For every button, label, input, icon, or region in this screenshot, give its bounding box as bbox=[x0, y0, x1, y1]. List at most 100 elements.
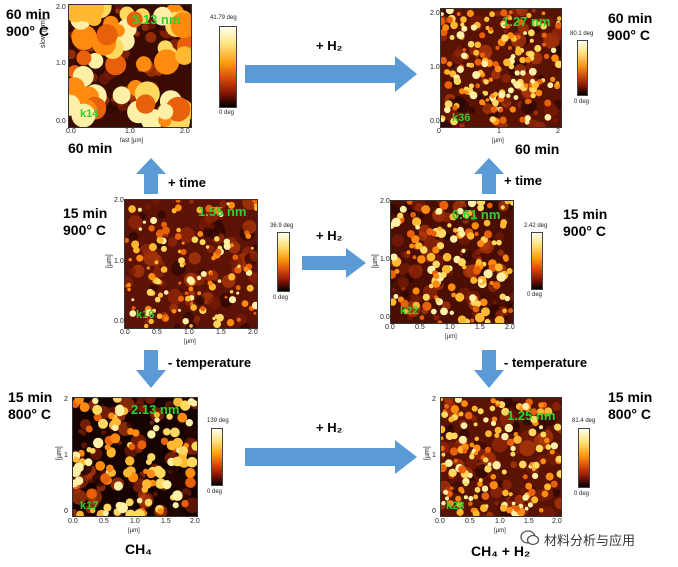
k28-ytick: 1 bbox=[432, 452, 436, 459]
arrow-time-left-label: + time bbox=[168, 175, 206, 190]
k28-gas-label: CH₄ + H₂ bbox=[471, 543, 531, 559]
arrow-top-label: + H₂ bbox=[316, 38, 343, 53]
k28-temp-label: 800° C bbox=[608, 406, 651, 422]
k22-height-label: 0.61 nm bbox=[452, 207, 501, 222]
arrow-temp-left-label: - temperature bbox=[168, 355, 252, 370]
k36-time-bottom: 60 min bbox=[515, 141, 560, 157]
k22-ytick: 1.0 bbox=[380, 256, 390, 263]
k16-xtick: 0.0 bbox=[120, 329, 130, 336]
k28-sample-id: k28 bbox=[446, 500, 465, 512]
k36-ytick: 1.0 bbox=[430, 64, 440, 71]
k17-ytick: 2 bbox=[64, 396, 68, 403]
k17-gas-label: CH₄ bbox=[125, 541, 152, 557]
arrow-time-right-label: + time bbox=[504, 173, 542, 188]
k22-axis-y-label: [µm] bbox=[372, 254, 379, 268]
k17-ytick: 0 bbox=[64, 508, 68, 515]
k28-xtick: 2.0 bbox=[552, 518, 562, 525]
k17-xtick: 1.0 bbox=[130, 518, 140, 525]
k28-ytick: 0 bbox=[432, 508, 436, 515]
k22-xtick: 0.5 bbox=[415, 324, 425, 331]
k36-colorbar bbox=[577, 40, 588, 96]
k22-colorbar-max: 2.42 deg bbox=[524, 223, 548, 229]
k16-xtick: 2.0 bbox=[248, 329, 258, 336]
k14-time-label: 60 min bbox=[6, 6, 51, 22]
afm-image-k16 bbox=[124, 199, 258, 329]
afm-image-k17 bbox=[72, 397, 198, 517]
k36-ytick: 2.0 bbox=[430, 10, 440, 17]
k14-axis-x-label: fast [µm] bbox=[120, 138, 144, 144]
k36-xtick: 1 bbox=[497, 128, 501, 135]
k28-xtick: 0.5 bbox=[465, 518, 475, 525]
k36-temp-label: 900° C bbox=[607, 27, 650, 43]
k22-ytick: 2.0 bbox=[380, 198, 390, 205]
k28-axis-x-label: [µm] bbox=[494, 528, 506, 534]
k16-xtick: 1.5 bbox=[216, 329, 226, 336]
k17-sample-id: k17 bbox=[80, 500, 99, 512]
k16-sample-id: k16 bbox=[136, 309, 155, 321]
k16-axis-x-label: [µm] bbox=[184, 339, 196, 345]
k17-axis-x-label: [µm] bbox=[128, 528, 140, 534]
k22-colorbar-min: 0 deg bbox=[527, 292, 543, 298]
k16-ytick: 0.0 bbox=[114, 318, 124, 325]
k16-ytick: 2.0 bbox=[114, 197, 124, 204]
k28-colorbar-max: 81.4 deg bbox=[572, 418, 596, 424]
k28-colorbar bbox=[578, 428, 590, 488]
k14-ytick: 2.0 bbox=[56, 4, 66, 11]
k36-sample-id: k36 bbox=[452, 112, 471, 124]
k36-axis-x-label: [µm] bbox=[492, 138, 504, 144]
k17-xtick: 0.0 bbox=[68, 518, 78, 525]
arrow-right-bottom bbox=[245, 440, 417, 474]
k17-colorbar-max: 139 deg bbox=[207, 418, 229, 424]
k14-xtick: 2.0 bbox=[180, 128, 190, 135]
k14-colorbar-min: 0 deg bbox=[219, 110, 235, 116]
k17-temp-label: 800° C bbox=[8, 406, 51, 422]
k14-time-bottom: 60 min bbox=[68, 140, 113, 156]
k28-axis-y-label: [µm] bbox=[424, 446, 431, 460]
k22-temp-label: 900° C bbox=[563, 223, 606, 239]
k16-xtick: 1.0 bbox=[184, 329, 194, 336]
k36-colorbar-max: 80.1 deg bbox=[570, 31, 594, 37]
k17-ytick: 1 bbox=[64, 452, 68, 459]
watermark-text: 材料分析与应用 bbox=[544, 533, 636, 548]
k14-height-label: 3.13 nm bbox=[132, 12, 181, 27]
k14-xtick: 1.0 bbox=[125, 128, 135, 135]
afm-image-k28 bbox=[440, 397, 562, 517]
k36-height-label: 1.27 nm bbox=[502, 14, 551, 29]
arrow-temp-right-label: - temperature bbox=[504, 355, 588, 370]
k28-xtick: 0.0 bbox=[435, 518, 445, 525]
arrow-down-left bbox=[136, 350, 166, 388]
k28-height-label: 1.25 nm bbox=[507, 408, 556, 423]
afm-image-k22 bbox=[390, 200, 514, 324]
k14-xtick: 0.0 bbox=[66, 128, 76, 135]
k36-time-label: 60 min bbox=[608, 10, 653, 26]
k22-xtick: 1.5 bbox=[475, 324, 485, 331]
k22-time-label: 15 min bbox=[563, 206, 608, 222]
k36-xtick: 2 bbox=[556, 128, 560, 135]
k36-ytick: 0.0 bbox=[430, 118, 440, 125]
k14-axis-y-label: slow [µm] bbox=[40, 18, 47, 48]
arrow-right-top bbox=[245, 56, 417, 92]
k22-xtick: 0.0 bbox=[385, 324, 395, 331]
arrow-up-left bbox=[136, 158, 166, 194]
k16-temp-label: 900° C bbox=[63, 222, 106, 238]
arrow-middle-label: + H₂ bbox=[316, 228, 343, 243]
k22-xtick: 2.0 bbox=[505, 324, 515, 331]
k17-time-label: 15 min bbox=[8, 389, 53, 405]
k17-xtick: 1.5 bbox=[161, 518, 171, 525]
arrow-bottom-label: + H₂ bbox=[316, 420, 343, 435]
afm-image-k14 bbox=[68, 4, 192, 128]
k17-colorbar-min: 0 deg bbox=[207, 489, 223, 495]
k14-temp-label: 900° C bbox=[6, 23, 49, 39]
arrow-up-right bbox=[474, 158, 504, 194]
k16-colorbar-max: 36.9 deg bbox=[270, 223, 294, 229]
k17-height-label: 2.13 nm bbox=[131, 402, 180, 417]
k36-colorbar-min: 0 deg bbox=[574, 99, 590, 105]
k14-ytick: 0.0 bbox=[56, 118, 66, 125]
k16-colorbar bbox=[277, 232, 290, 292]
k16-height-label: 1.55 nm bbox=[198, 204, 247, 219]
k36-xtick: 0 bbox=[437, 128, 441, 135]
k14-ytick: 1.0 bbox=[56, 60, 66, 67]
k22-axis-x-label: [µm] bbox=[445, 334, 457, 340]
k16-axis-y-label: [µm] bbox=[106, 254, 113, 268]
k17-axis-y-label: [µm] bbox=[56, 446, 63, 460]
